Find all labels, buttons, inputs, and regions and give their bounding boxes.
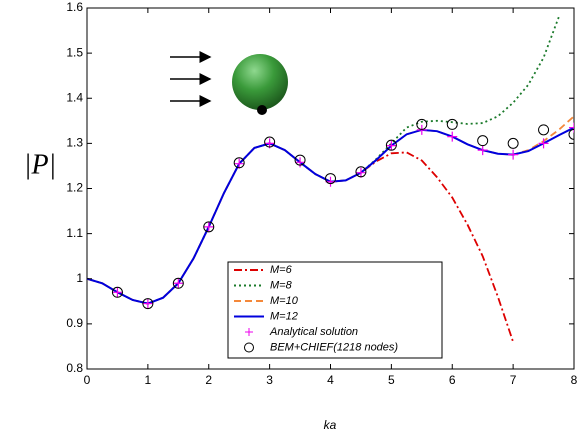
x-tick-label: 1	[145, 373, 152, 387]
y-tick-label: 1.3	[66, 136, 83, 150]
y-tick-label: 0.9	[66, 316, 83, 330]
legend-label: M=10	[270, 295, 299, 307]
y-tick-label: 1.1	[66, 226, 83, 240]
circle-marker	[385, 139, 397, 151]
x-tick-label: 5	[388, 373, 395, 387]
circle-marker	[568, 128, 574, 140]
y-tick-label: 1	[76, 271, 83, 285]
legend-label: M=8	[270, 279, 293, 291]
plus-marker	[386, 140, 397, 151]
x-tick-label: 0	[84, 373, 91, 387]
x-tick-label: 6	[449, 373, 456, 387]
circle-marker	[416, 118, 428, 130]
plus-marker	[295, 157, 306, 168]
x-axis-label: ka	[324, 418, 337, 432]
x-tick-label: 2	[205, 373, 212, 387]
circle-marker	[325, 173, 336, 185]
plus-marker	[447, 131, 458, 142]
legend-marker	[245, 328, 253, 336]
illustration	[170, 51, 288, 115]
plus-marker	[538, 138, 549, 149]
circle-marker	[507, 137, 519, 149]
plus-marker	[203, 221, 214, 232]
circle-marker	[477, 135, 489, 147]
legend-label: M=6	[270, 264, 293, 276]
plus-marker	[569, 122, 574, 133]
plus-marker	[142, 298, 153, 309]
circle-marker	[538, 124, 550, 136]
x-tick-label: 7	[510, 373, 517, 387]
plus-marker	[508, 149, 519, 160]
legend-box	[227, 261, 443, 359]
circle-marker	[355, 166, 367, 178]
y-tick-label: 1.4	[66, 90, 83, 104]
y-axis-label: |P|	[24, 149, 57, 180]
circle-marker	[446, 118, 458, 130]
circle-marker	[233, 157, 245, 169]
legend-marker	[244, 342, 254, 353]
plus-marker	[477, 145, 488, 156]
circle-marker	[111, 286, 123, 298]
x-tick-label: 8	[571, 373, 578, 387]
circle-marker	[294, 154, 306, 166]
x-tick-label: 3	[266, 373, 273, 387]
y-tick-label: 0.8	[66, 361, 83, 375]
y-tick-label: 1.6	[66, 0, 83, 14]
circle-marker	[142, 298, 154, 310]
legend-label: BEM+CHIEF(1218 nodes)	[270, 341, 398, 353]
y-tick-label: 1.5	[66, 45, 83, 59]
legend-label: M=12	[270, 310, 298, 322]
circle-marker	[264, 136, 276, 148]
plus-marker	[234, 158, 245, 169]
y-tick-label: 1.2	[66, 181, 83, 195]
x-tick-label: 4	[327, 373, 334, 387]
plus-marker	[112, 287, 123, 298]
circle-marker	[172, 277, 184, 289]
legend-label: Analytical solution	[269, 326, 358, 338]
plus-marker	[173, 278, 184, 289]
plus-marker	[355, 167, 366, 178]
circle-marker	[203, 221, 215, 233]
